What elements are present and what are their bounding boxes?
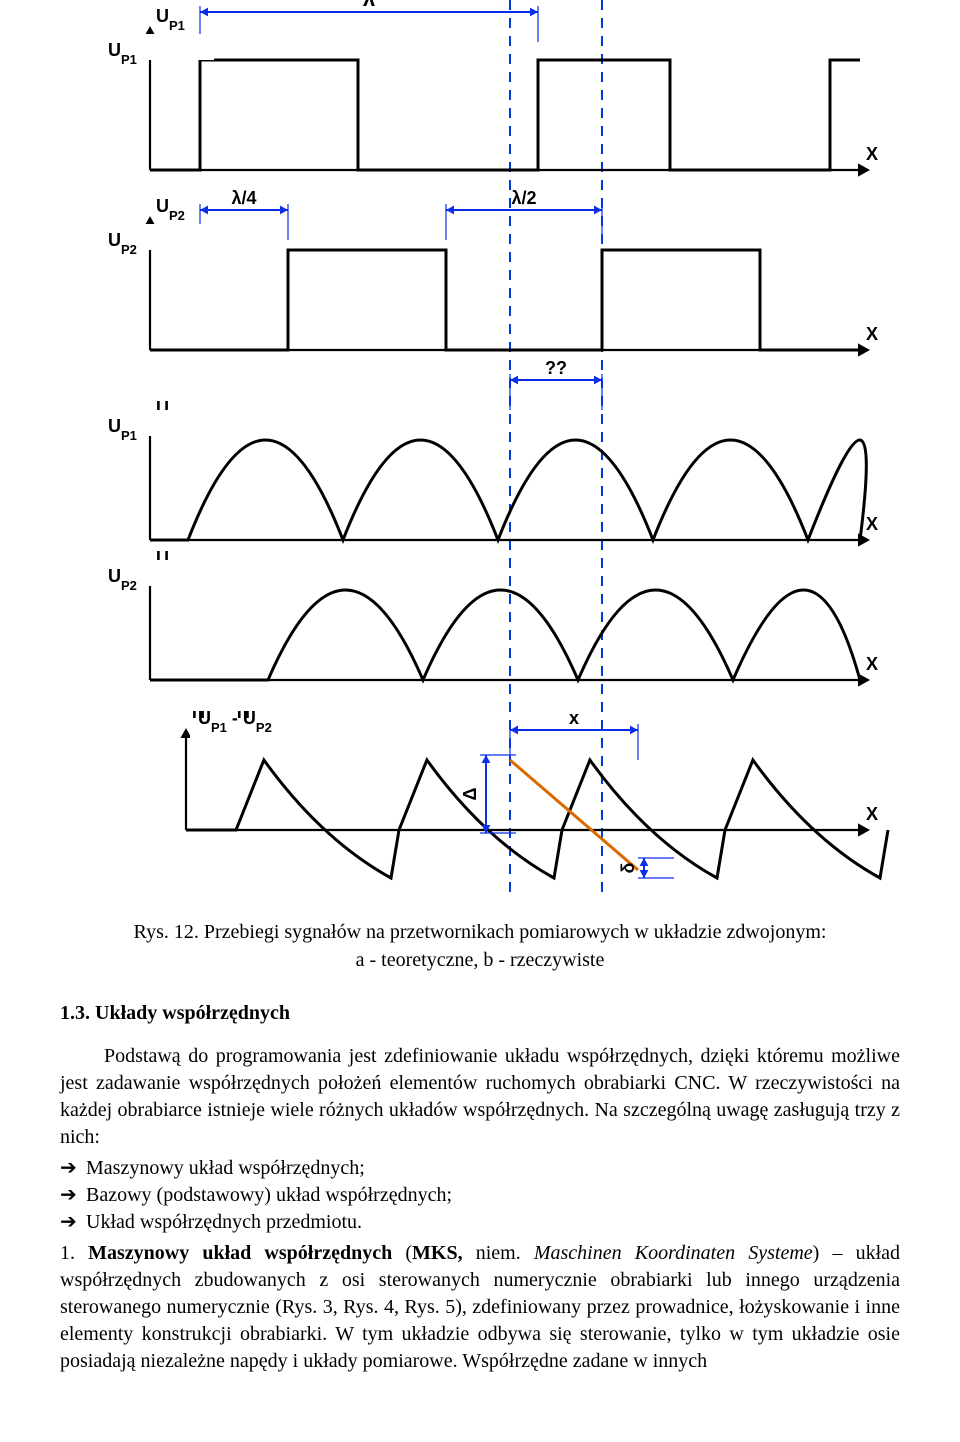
caption-line-1: Rys. 12. Przebiegi sygnałów na przetworn… [134,921,827,943]
svg-text:UP1: UP1 [156,6,185,33]
signal-figure: λUP1Xλ/4λ/2UP2X??UP1XUP2XxUP1 - UP2XΔδUP… [60,0,900,900]
item-number: 1. [60,1242,75,1264]
paragraph-1: Podstawą do programowania jest zdefiniow… [60,1043,900,1151]
svg-text:UP1: UP1 [108,40,137,67]
list-item: Maszynowy układ współrzędnych; [60,1155,900,1182]
caption-line-2: a - teoretyczne, b - rzeczywiste [356,949,605,971]
svg-text:X: X [866,804,878,824]
para1-text: Podstawą do programowania jest zdefiniow… [60,1045,900,1148]
list-item: Bazowy (podstawowy) układ współrzędnych; [60,1182,900,1209]
section-heading: 1.3. Układy współrzędnych [60,1002,900,1025]
svg-text:x: x [569,708,579,728]
svg-text:UP2: UP2 [156,196,185,223]
svg-text:X: X [866,324,878,344]
svg-text:UP2: UP2 [108,230,137,257]
figure-caption: Rys. 12. Przebiegi sygnałów na przetworn… [60,918,900,974]
numbered-item-1: 1. Maszynowy układ współrzędnych (MKS, n… [60,1240,900,1375]
bullet-list: Maszynowy układ współrzędnych; Bazowy (p… [60,1155,900,1236]
svg-text:Δ: Δ [460,787,480,800]
svg-text:UP1: UP1 [108,416,137,443]
item-lead-bold: Maszynowy układ współrzędnych [88,1242,392,1264]
item-after-abbr: niem. [463,1242,534,1264]
svg-text:X: X [866,514,878,534]
list-item: Układ współrzędnych przedmiotu. [60,1209,900,1236]
svg-text:X: X [866,654,878,674]
svg-text:X: X [866,144,878,164]
item-paren: ( [392,1242,412,1264]
svg-text:UP2: UP2 [108,566,137,593]
svg-text:λ: λ [363,0,375,11]
svg-text:λ/4: λ/4 [231,188,256,208]
svg-text:δ: δ [618,862,638,873]
item-abbr: MKS, [412,1242,463,1264]
item-italic: Maschinen Koordinaten Systeme [534,1242,813,1264]
svg-text:??: ?? [545,358,567,378]
svg-text:λ/2: λ/2 [511,188,536,208]
